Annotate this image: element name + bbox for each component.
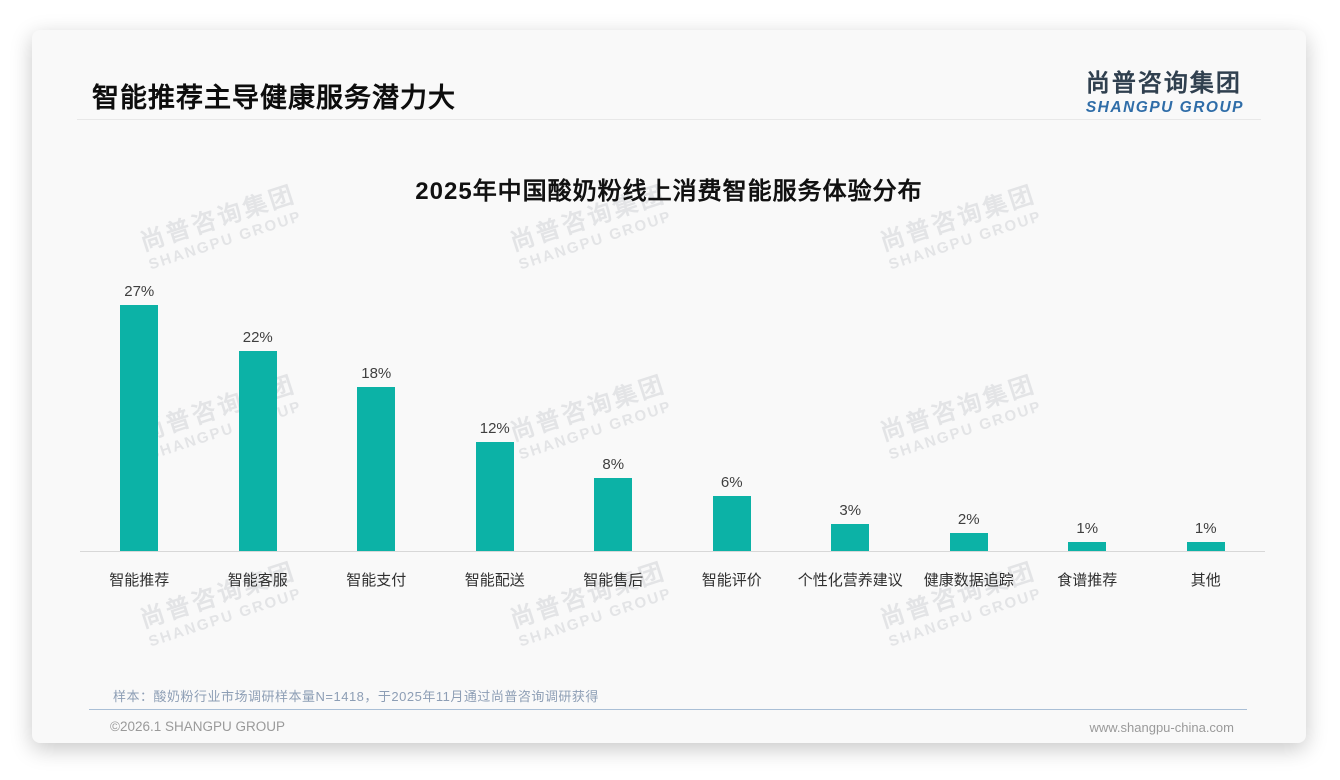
chart-column: 1% bbox=[1028, 275, 1147, 551]
footer-divider bbox=[89, 709, 1247, 710]
bar-value-label: 8% bbox=[602, 456, 625, 474]
bar bbox=[1186, 541, 1225, 551]
bar bbox=[1068, 541, 1107, 551]
category-label: 智能评价 bbox=[701, 572, 762, 589]
category-label: 食谱推荐 bbox=[1057, 572, 1118, 589]
slide-card: 尚普咨询集团 SHANGPU GROUP 尚普咨询集团 SHANGPU GROUP 尚普… bbox=[32, 30, 1306, 743]
chart-column: 27% bbox=[80, 275, 199, 551]
website-text: www.shangpu-china.com bbox=[1089, 720, 1234, 735]
chart-column: 8% bbox=[554, 275, 673, 551]
header-divider bbox=[77, 119, 1261, 120]
chart-column: 3% bbox=[791, 275, 910, 551]
company-logo: 尚普咨询集团 SHANGPU GROUP bbox=[1086, 63, 1244, 117]
category-label: 智能客服 bbox=[227, 572, 288, 589]
bar bbox=[238, 350, 277, 551]
category-label: 智能售后 bbox=[583, 572, 644, 589]
copyright-text: ©2026.1 SHANGPU GROUP bbox=[110, 719, 286, 734]
sample-footnote: 样本：酸奶粉行业市场调研样本量N=1418，于2025年11月通过尚普咨询调研获… bbox=[113, 689, 599, 704]
bar-chart: 27% 22% 18% 12% 8% 6% 3% 2% 1% 1% 智能推荐 智能客服 智能支付 智能配… bbox=[80, 275, 1265, 590]
bar bbox=[712, 496, 751, 551]
bar-value-label: 22% bbox=[242, 328, 273, 346]
chart-column: 1% bbox=[1147, 275, 1266, 551]
bar bbox=[475, 441, 514, 551]
bar-value-label: 1% bbox=[1194, 519, 1217, 537]
chart-column: 2% bbox=[910, 275, 1029, 551]
chart-column: 6% bbox=[673, 275, 792, 551]
chart-column: 22% bbox=[199, 275, 318, 551]
bar bbox=[594, 478, 633, 551]
category-label: 智能支付 bbox=[346, 572, 407, 589]
bar bbox=[949, 532, 988, 551]
category-label: 智能配送 bbox=[464, 572, 525, 589]
chart-title: 2025年中国酸奶粉线上消费智能服务体验分布 bbox=[415, 178, 923, 205]
bar-value-label: 18% bbox=[361, 365, 392, 383]
bar bbox=[357, 387, 396, 551]
category-label: 个性化营养建议 bbox=[797, 572, 903, 589]
chart-column: 18% bbox=[317, 275, 436, 551]
bar bbox=[120, 305, 159, 551]
logo-chinese-text: 尚普咨询集团 bbox=[1085, 70, 1242, 97]
category-label: 其他 bbox=[1190, 572, 1221, 589]
bar bbox=[831, 523, 870, 551]
logo-english-text: SHANGPU GROUP bbox=[1085, 99, 1244, 116]
bar-value-label: 12% bbox=[479, 419, 510, 437]
bar-value-label: 27% bbox=[124, 283, 155, 301]
category-label: 健康数据追踪 bbox=[923, 572, 1014, 589]
bar-value-label: 1% bbox=[1076, 519, 1099, 537]
category-label: 智能推荐 bbox=[109, 572, 170, 589]
page-title: 智能推荐主导健康服务潜力大 bbox=[92, 83, 456, 113]
bar-value-label: 6% bbox=[720, 474, 743, 492]
bar-value-label: 3% bbox=[839, 501, 862, 519]
chart-column: 12% bbox=[436, 275, 555, 551]
x-axis-labels: 智能推荐 智能客服 智能支付 智能配送 智能售后 智能评价 个性化营养建议 健康数据追踪 食谱推… bbox=[80, 552, 1265, 590]
plot-area: 27% 22% 18% 12% 8% 6% 3% 2% 1% 1% bbox=[80, 275, 1265, 552]
bar-value-label: 2% bbox=[957, 510, 980, 528]
